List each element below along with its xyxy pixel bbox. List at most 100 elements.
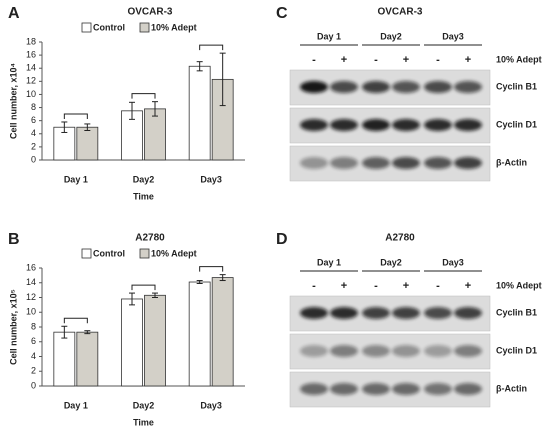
y-tick-label: 14 xyxy=(26,63,36,73)
band xyxy=(424,119,452,131)
panel-label: A xyxy=(8,5,20,22)
x-tick-label: Day 1 xyxy=(64,400,88,410)
band xyxy=(424,345,452,357)
error-bar xyxy=(152,292,158,298)
bar xyxy=(144,294,166,387)
day-label: Day2 xyxy=(380,257,402,267)
lane-label: - xyxy=(436,280,440,292)
band xyxy=(330,157,358,169)
bar xyxy=(211,277,234,387)
y-tick-label: 2 xyxy=(31,141,36,151)
legend-swatch xyxy=(139,22,150,33)
y-tick-label: 10 xyxy=(26,307,36,317)
error-bar xyxy=(84,123,91,131)
band xyxy=(392,307,420,319)
day-label: Day3 xyxy=(442,257,464,267)
bar xyxy=(76,331,99,387)
band xyxy=(300,345,328,357)
band xyxy=(392,383,420,395)
y-tick-label: 4 xyxy=(31,128,36,138)
lane-label: - xyxy=(312,280,316,292)
day-label: Day2 xyxy=(380,31,402,41)
band xyxy=(362,119,390,131)
y-tick-label: 12 xyxy=(26,76,36,86)
band xyxy=(330,307,358,319)
y-tick-label: 0 xyxy=(31,380,36,390)
y-tick-label: 2 xyxy=(31,366,36,376)
y-tick-label: 10 xyxy=(26,89,36,99)
x-tick-label: Day3 xyxy=(200,174,222,184)
error-bar xyxy=(84,330,91,335)
bracket xyxy=(63,317,88,324)
legend-swatch xyxy=(139,248,150,259)
band xyxy=(454,307,482,319)
band xyxy=(330,119,358,131)
day-label: Day3 xyxy=(442,31,464,41)
lane-label: + xyxy=(341,280,347,292)
y-tick-label: 8 xyxy=(31,321,36,331)
y-tick-label: 0 xyxy=(31,154,36,164)
y-tick-label: 18 xyxy=(26,36,36,46)
lane-label: + xyxy=(403,280,409,292)
panel-label: C xyxy=(276,5,288,22)
band-label: Cyclin D1 xyxy=(496,119,537,129)
bar xyxy=(76,126,99,161)
band-label: Cyclin B1 xyxy=(496,307,537,317)
band xyxy=(392,157,420,169)
y-tick-label: 8 xyxy=(31,102,36,112)
error-bar xyxy=(129,101,135,120)
bracket xyxy=(199,44,224,51)
bar xyxy=(53,331,76,387)
band xyxy=(392,345,420,357)
legend-label: 10% Adept xyxy=(151,248,197,258)
band xyxy=(424,383,452,395)
band xyxy=(362,345,390,357)
y-tick-label: 6 xyxy=(31,115,36,125)
lane-label: - xyxy=(312,54,316,66)
lane-label: - xyxy=(374,54,378,66)
lane-label: + xyxy=(465,54,471,66)
legend-label: Control xyxy=(93,22,125,32)
error-bar xyxy=(196,280,203,284)
band xyxy=(424,157,452,169)
band xyxy=(454,81,482,93)
band-label: Cyclin D1 xyxy=(496,345,537,355)
y-tick-label: 6 xyxy=(31,336,36,346)
legend-swatch xyxy=(81,248,92,259)
band xyxy=(454,119,482,131)
y-tick-label: 12 xyxy=(26,292,36,302)
y-tick-label: 4 xyxy=(31,351,36,361)
band xyxy=(362,157,390,169)
bracket xyxy=(63,113,88,119)
band xyxy=(300,157,328,169)
lane-label: - xyxy=(436,54,440,66)
band xyxy=(424,307,452,319)
band xyxy=(300,383,328,395)
lane-label: + xyxy=(465,280,471,292)
x-tick-label: Day2 xyxy=(133,400,155,410)
y-tick-label: 16 xyxy=(26,262,36,272)
x-tick-label: Day 1 xyxy=(64,174,88,184)
blot-title: A2780 xyxy=(385,233,415,244)
band-label: β-Actin xyxy=(496,383,527,393)
lane-label: - xyxy=(374,280,378,292)
error-bar xyxy=(129,292,135,306)
legend-swatch xyxy=(81,22,92,33)
error-bar xyxy=(219,52,226,107)
band xyxy=(424,81,452,93)
legend-label: Control xyxy=(93,248,125,258)
band xyxy=(392,119,420,131)
band xyxy=(454,345,482,357)
bracket xyxy=(131,284,156,291)
treatment-label: 10% Adept xyxy=(496,54,542,64)
band xyxy=(362,81,390,93)
blot-title: OVCAR-3 xyxy=(377,7,422,18)
band xyxy=(392,81,420,93)
band xyxy=(454,383,482,395)
error-bar xyxy=(152,101,158,117)
y-axis-label: Cell number, x10⁴ xyxy=(8,63,18,139)
chart-title: A2780 xyxy=(135,233,165,244)
band xyxy=(362,383,390,395)
error-bar xyxy=(219,274,226,282)
